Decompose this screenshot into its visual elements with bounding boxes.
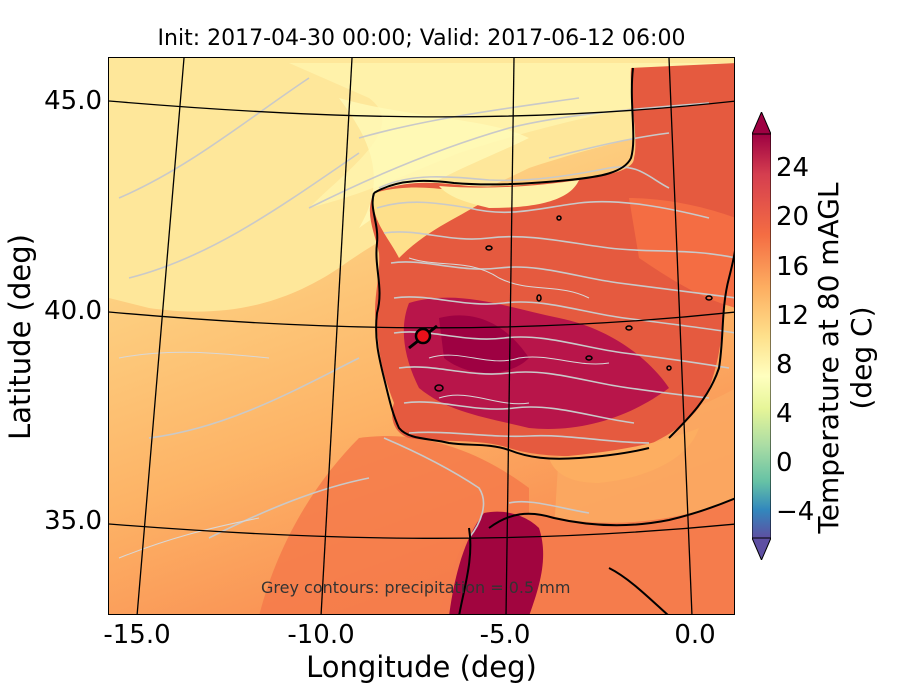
- cbar-tick-16: 16: [776, 252, 810, 282]
- small-lakes: [434, 215, 713, 392]
- parallel-40: [109, 311, 734, 329]
- meridian-minus10: [320, 58, 353, 614]
- cbar-tick-12: 12: [776, 301, 810, 331]
- lon-tick-minus5: -5.0: [479, 620, 531, 650]
- x-axis-label: Longitude (deg): [306, 650, 537, 684]
- contours-inner: [118, 257, 610, 559]
- colorbar-label: Temperature at 80 mAGL (deg C): [812, 182, 878, 534]
- iberia-north-coast: [439, 180, 579, 208]
- lat-tick-45: 45.0: [44, 86, 102, 116]
- iberia-south-band: [549, 428, 699, 483]
- graticule: [109, 58, 734, 614]
- lon-tick-minus10: -10.0: [287, 620, 355, 650]
- parallel-45: [109, 100, 734, 118]
- colorbar: [752, 112, 771, 560]
- colorbar-min-extension: [752, 537, 771, 560]
- cbar-tick-minus4: −4: [776, 497, 815, 527]
- cbar-tick-20: 20: [776, 202, 810, 232]
- precipitation-contours: [118, 77, 734, 539]
- iberia-northwest-cool: [373, 187, 489, 258]
- meridian-0: [668, 58, 693, 614]
- site-marker-dot: [414, 327, 432, 345]
- map-plot-area[interactable]: Grey contours: precipitation = 0.5 mm: [108, 57, 735, 615]
- cbar-tick-24: 24: [776, 153, 810, 183]
- meridian-minus5: [505, 58, 515, 614]
- colorbar-gradient: [752, 133, 771, 539]
- coastline: [371, 67, 734, 614]
- iberia-east-warm: [629, 198, 734, 308]
- meridian-minus15: [136, 58, 185, 614]
- cbar-tick-4: 4: [776, 399, 793, 429]
- map-canvas: [109, 58, 734, 614]
- lon-tick-minus15: -15.0: [103, 620, 171, 650]
- lat-tick-35: 35.0: [44, 506, 102, 536]
- iberia-central-hot: [439, 315, 529, 373]
- map-title: Init: 2017-04-30 00:00; Valid: 2017-06-1…: [157, 26, 686, 51]
- precipitation-note: Grey contours: precipitation = 0.5 mm: [261, 578, 571, 597]
- site-marker[interactable]: [408, 324, 438, 350]
- y-axis-label: Latitude (deg): [3, 234, 37, 440]
- cbar-tick-8: 8: [776, 350, 793, 380]
- lat-tick-40: 40.0: [44, 296, 102, 326]
- cbar-tick-0: 0: [776, 448, 793, 478]
- parallel-35: [109, 523, 734, 539]
- lon-tick-0: 0.0: [674, 620, 716, 650]
- colorbar-max-extension: [752, 112, 771, 135]
